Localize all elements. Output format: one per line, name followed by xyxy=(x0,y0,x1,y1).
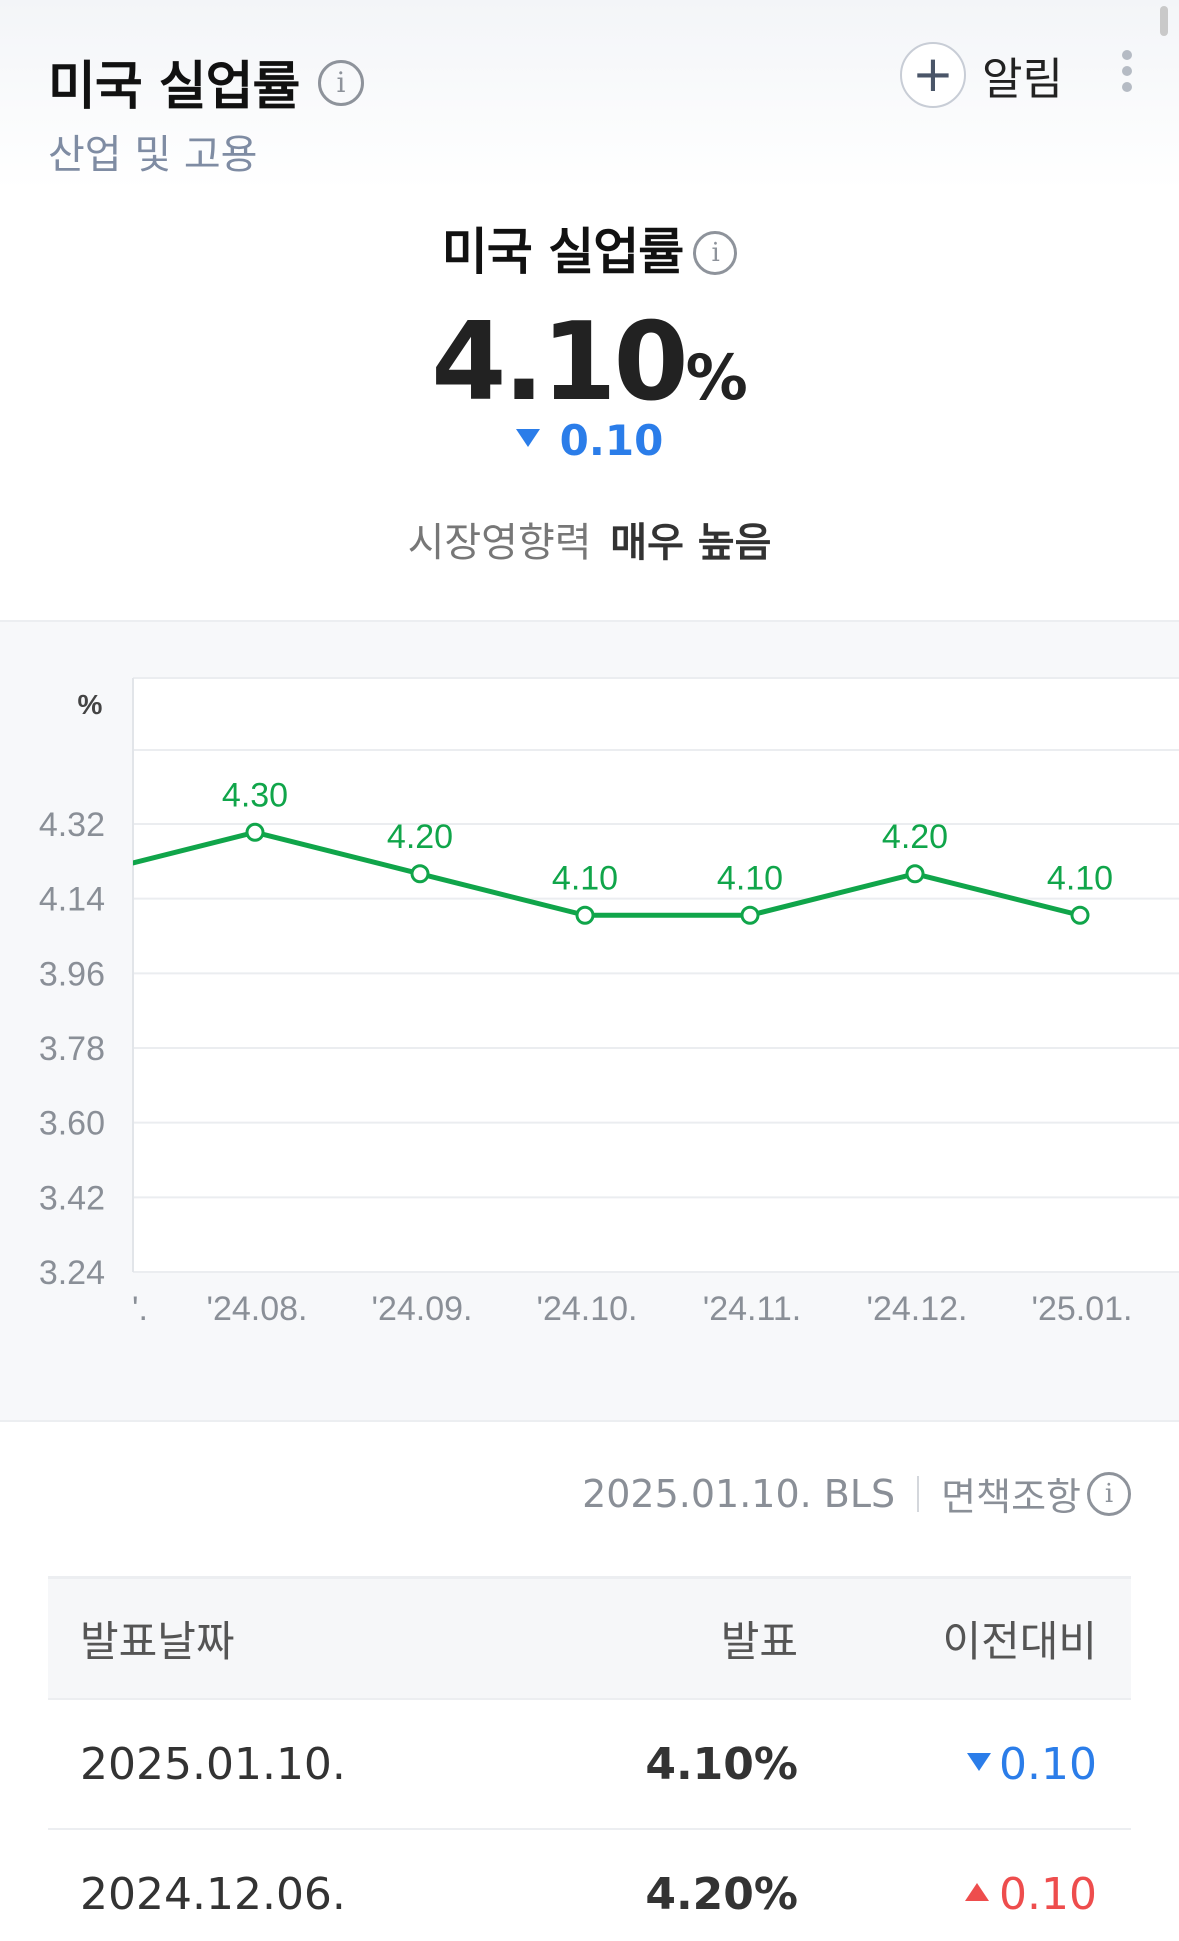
market-impact: 시장영향력 매우 높음 xyxy=(0,510,1179,568)
alarm-button[interactable]: + 알림 xyxy=(900,40,1063,110)
x-tick-label: '24.11. xyxy=(703,1290,802,1328)
current-value-number: 4.10 xyxy=(431,300,688,425)
up-arrow-icon xyxy=(965,1882,990,1901)
line-chart[interactable]: 4.32 4.14 3.96 3.78 3.60 3.42 3.24% '. '24.08. '2… xyxy=(0,620,1179,1422)
release-history-table: 발표날짜 발표 이전대비 2025.01.10. 4.10% 0.10 2024… xyxy=(48,1576,1131,1941)
category-link[interactable]: 산업 및 고용 xyxy=(48,132,258,178)
x-tick-label: '24.08. xyxy=(206,1290,307,1328)
scrollbar[interactable] xyxy=(1160,6,1168,36)
chart-svg[interactable]: 4.32 4.14 3.96 3.78 3.60 3.42 3.24% '. '24.08. '2… xyxy=(0,622,1179,1424)
alarm-label: 알림 xyxy=(982,54,1063,105)
row-change-value: 0.10 xyxy=(999,1868,1097,1920)
x-tick-label: '. xyxy=(132,1290,148,1328)
y-tick-label: 4.32 xyxy=(39,806,105,844)
y-tick-label: 3.96 xyxy=(39,955,105,993)
y-tick-label: 3.42 xyxy=(39,1179,105,1217)
data-label: 4.20 xyxy=(387,818,453,856)
summary-title-row: 미국 실업률 i xyxy=(0,212,1179,284)
row-value: 4.10% xyxy=(645,1738,798,1790)
header: 미국 실업률 i 산업 및 고용 + 알림 xyxy=(0,0,1179,190)
column-header-value: 발표 xyxy=(720,1617,798,1666)
change-value: 0.10 xyxy=(559,416,664,465)
current-value-unit: % xyxy=(685,341,748,414)
data-label: 4.20 xyxy=(882,818,948,856)
row-change-value: 0.10 xyxy=(999,1738,1097,1790)
change-indicator: 0.10 xyxy=(0,416,1179,465)
data-label: 4.10 xyxy=(1047,859,1113,897)
data-point[interactable] xyxy=(575,905,595,925)
info-icon[interactable]: i xyxy=(1087,1471,1131,1516)
x-tick-label: '24.12. xyxy=(866,1290,967,1328)
divider xyxy=(917,1475,920,1512)
y-tick-label: 3.24 xyxy=(39,1254,105,1292)
plot-background xyxy=(133,678,1179,1272)
y-tick-label: 3.78 xyxy=(39,1030,105,1068)
data-label: 4.10 xyxy=(717,859,783,897)
row-value: 4.20% xyxy=(645,1868,798,1920)
data-label: 4.30 xyxy=(222,776,288,814)
y-tick-label: 3.60 xyxy=(39,1105,105,1143)
column-header-date: 발표날짜 xyxy=(80,1617,235,1666)
impact-value: 매우 높음 xyxy=(610,520,772,566)
column-header-change: 이전대비 xyxy=(942,1617,1097,1666)
row-date: 2024.12.06. xyxy=(80,1868,346,1920)
source-text: 2025.01.10. BLS xyxy=(582,1471,896,1516)
impact-label: 시장영향력 xyxy=(407,520,592,566)
down-arrow-icon xyxy=(515,429,540,447)
row-date: 2025.01.10. xyxy=(80,1738,346,1790)
table-header: 발표날짜 발표 이전대비 xyxy=(48,1576,1131,1698)
summary-title: 미국 실업률 xyxy=(441,223,684,281)
data-point[interactable] xyxy=(905,864,925,884)
data-point[interactable] xyxy=(1070,905,1090,925)
data-point[interactable] xyxy=(740,905,760,925)
more-vertical-icon[interactable] xyxy=(1112,50,1142,98)
page-title: 미국 실업률 xyxy=(48,57,300,117)
y-tick-label: 4.14 xyxy=(39,881,105,919)
table-row[interactable]: 2024.12.06. 4.20% 0.10 xyxy=(48,1828,1131,1941)
disclaimer-link[interactable]: 면책조항 xyxy=(941,1475,1081,1519)
data-point[interactable] xyxy=(245,822,265,842)
row-change: 0.10 xyxy=(798,1739,1131,1790)
data-label: 4.10 xyxy=(552,859,618,897)
source-row: 2025.01.10. BLS 면책조항 i xyxy=(582,1466,1131,1521)
plus-icon: + xyxy=(900,42,966,108)
x-tick-label: '25.01. xyxy=(1031,1290,1132,1328)
info-icon[interactable]: i xyxy=(693,231,738,275)
y-axis-unit: % xyxy=(78,689,103,720)
down-arrow-icon xyxy=(967,1752,992,1771)
x-tick-label: '24.09. xyxy=(371,1290,472,1328)
current-value: 4.10% xyxy=(0,300,1179,425)
row-change: 0.10 xyxy=(798,1869,1131,1920)
info-icon[interactable]: i xyxy=(318,60,364,106)
table-row[interactable]: 2025.01.10. 4.10% 0.10 xyxy=(48,1698,1131,1828)
x-tick-label: '24.10. xyxy=(536,1290,637,1328)
data-point[interactable] xyxy=(410,864,430,884)
